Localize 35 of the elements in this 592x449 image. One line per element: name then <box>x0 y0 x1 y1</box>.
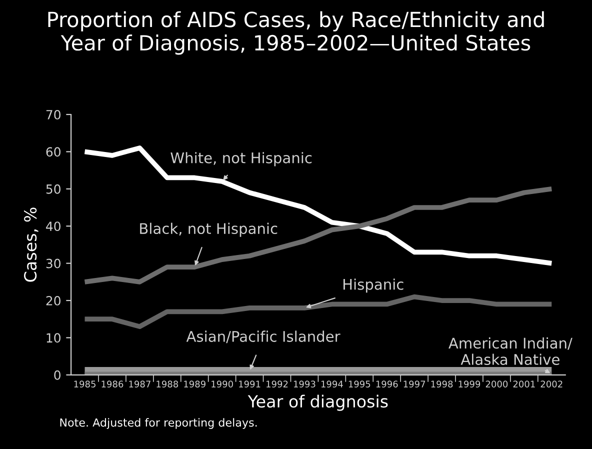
x-tick-label: 1988 <box>156 380 178 388</box>
series-label: White, not Hispanic <box>170 152 312 166</box>
series-label: Asian/Pacific Islander <box>186 330 340 344</box>
x-tick-label: 1992 <box>266 380 288 388</box>
series-label: Black, not Hispanic <box>140 222 278 237</box>
x-tick-label: 2000 <box>486 380 508 388</box>
series-label: Hispanic <box>343 278 404 293</box>
x-tick-label: 1990 <box>212 380 233 388</box>
x-tick-label: 2001 <box>513 380 535 388</box>
x-axis-title: Year of diagnosis <box>248 394 388 411</box>
x-tick-label: 1998 <box>431 380 453 388</box>
series-label: American Indian/ Alaska Native <box>448 337 572 365</box>
y-tick-label: 40 <box>46 222 60 232</box>
y-axis-title: Cases, % <box>24 208 38 282</box>
x-tick-label: 1986 <box>102 380 124 388</box>
y-tick-label: 70 <box>46 110 60 120</box>
y-tick-label: 10 <box>46 333 60 343</box>
x-tick-label: 1993 <box>294 380 316 388</box>
y-tick-label: 0 <box>54 370 60 380</box>
x-tick-label: 1994 <box>321 380 343 388</box>
y-tick-label: 30 <box>46 258 60 268</box>
text: Note. Adjusted for reporting delays. <box>60 418 257 429</box>
x-tick-label: 1991 <box>239 380 260 388</box>
y-tick-label: 50 <box>46 184 60 194</box>
x-tick-label: 1997 <box>404 380 426 388</box>
y-tick-label: 60 <box>46 147 60 157</box>
x-tick-label: 1999 <box>458 380 480 388</box>
x-tick-label: 1987 <box>129 380 150 388</box>
x-tick-label: 1989 <box>184 380 206 388</box>
x-tick-label: 2002 <box>540 380 562 388</box>
y-tick-label: 20 <box>46 296 60 306</box>
chart-title: Proportion of AIDS Cases, by Race/Ethnicity and Year of Diagnosis, 1985–2002—United States <box>48 11 544 55</box>
x-tick-label: 1996 <box>376 380 398 388</box>
x-tick-label: 1995 <box>348 380 370 388</box>
x-tick-label: 1985 <box>74 380 96 388</box>
